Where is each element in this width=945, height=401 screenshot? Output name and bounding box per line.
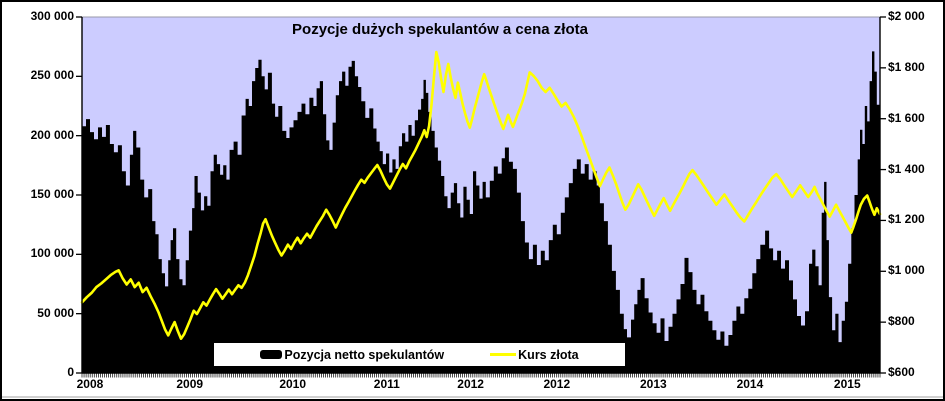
y-axis-right-tick-label: $1 000 (888, 263, 925, 278)
line-series-swatch-icon (490, 353, 517, 356)
area-series-swatch-icon (260, 350, 283, 359)
legend: Pozycja netto spekulantów Kurs złota (213, 342, 626, 367)
x-axis-year-label: 2009 (176, 377, 204, 391)
y-axis-left-tick-label: 200 000 (30, 127, 74, 142)
y-axis-right-tick-label: $1 200 (888, 212, 925, 227)
series-net-positions-area (82, 51, 880, 374)
series-gold-price-line (80, 50, 882, 341)
y-axis-right-tick-label: $2 000 (888, 9, 925, 23)
y-axis-right-tick-label: $800 (888, 314, 915, 329)
x-axis-year-label: 2012 (543, 377, 571, 391)
y-axis-right-tick-label: $1 600 (888, 110, 925, 125)
y-axis-right-tick-label: $600 (888, 365, 915, 379)
legend-label-net-positions: Pozycja netto spekulantów (284, 347, 445, 362)
y-axis-left-tick-label: 150 000 (30, 187, 74, 201)
x-axis-year-label: 2014 (736, 377, 764, 391)
x-axis-year-label: 2008 (76, 377, 104, 391)
x-axis-year-label: 2013 (640, 377, 667, 391)
x-axis-year-label: 2010 (279, 377, 307, 391)
legend-label-gold-price: Kurs złota (518, 347, 579, 362)
y-axis-left-tick-label: 0 (67, 365, 74, 379)
y-axis-left-tick-label: 300 000 (30, 9, 74, 23)
y-axis-left-tick-label: 100 000 (30, 246, 74, 261)
x-axis-year-label: 2012 (457, 377, 484, 391)
x-axis-year-label: 2011 (373, 377, 400, 391)
y-axis-left-tick-label: 250 000 (30, 68, 74, 83)
legend-item-net-positions: Pozycja netto spekulantów (260, 348, 444, 362)
y-axis-right-tick-label: $1 400 (888, 161, 925, 176)
y-axis-right-tick-label: $1 800 (888, 59, 925, 74)
x-axis-year-label: 2015 (833, 377, 861, 391)
chart-title: Pozycje dużych spekulantów a cena złota (292, 21, 588, 38)
legend-item-gold-price: Kurs złota (490, 347, 579, 362)
y-axis-left-tick-label: 50 000 (37, 305, 74, 320)
